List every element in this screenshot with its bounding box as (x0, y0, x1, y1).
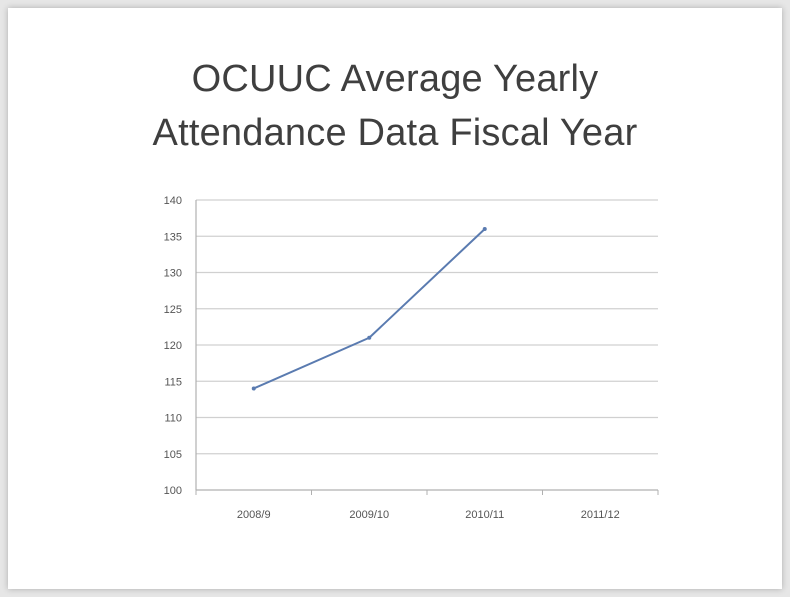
x-tick-label: 2008/9 (237, 509, 271, 521)
x-tick-label: 2010/11 (465, 509, 504, 521)
y-tick-label: 110 (164, 413, 182, 425)
chart-title-line-2: Attendance Data Fiscal Year (152, 112, 638, 154)
y-tick-label: 115 (164, 376, 182, 388)
chart-title: OCUUC Average Yearly Attendance Data Fis… (8, 52, 782, 160)
y-tick-label: 105 (164, 449, 182, 461)
data-point (482, 227, 487, 231)
y-tick-label: 140 (164, 195, 182, 207)
chart-title-line-1: OCUUC Average Yearly (191, 58, 599, 100)
y-tick-label: 100 (164, 485, 182, 497)
y-tick-label: 135 (164, 231, 182, 243)
y-tick-label: 130 (164, 268, 182, 280)
x-tick-label: 2009/10 (349, 509, 389, 521)
slide: OCUUC Average Yearly Attendance Data Fis… (8, 8, 782, 589)
data-point (251, 386, 256, 391)
x-tick-label: 2011/12 (581, 509, 620, 521)
data-point (367, 335, 372, 340)
y-tick-label: 125 (164, 304, 182, 316)
y-tick-label: 120 (164, 340, 182, 352)
